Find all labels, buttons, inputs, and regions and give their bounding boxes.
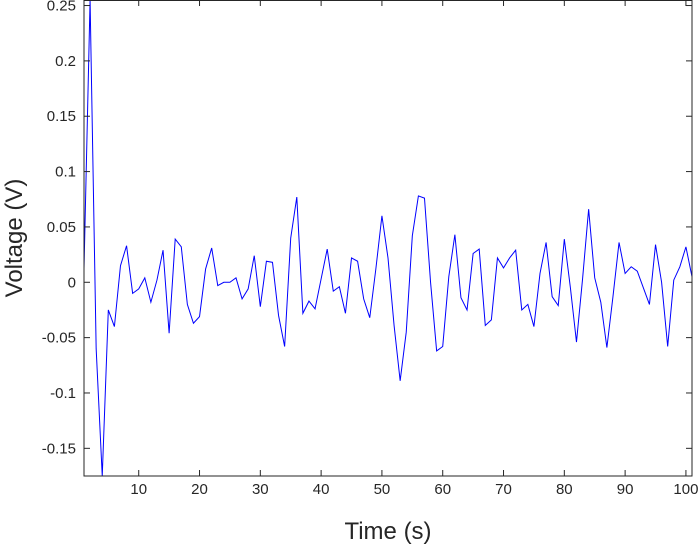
plot-area — [84, 0, 692, 476]
x-tick-label: 60 — [434, 481, 451, 498]
x-tick-label: 10 — [130, 481, 147, 498]
y-tick-label: 0.25 — [47, 0, 76, 15]
y-tick-label: 0.2 — [55, 53, 76, 70]
axes-box — [83, 0, 693, 477]
y-tick-label: -0.05 — [42, 330, 76, 347]
x-tick-label: 100 — [673, 481, 698, 498]
y-tick-label: -0.1 — [50, 385, 76, 402]
series-line-1 — [83, 0, 693, 477]
axes: 10 20 30 40 50 60 70 80 90 100 -0.15 -0.1 -0.05 0 0.05… — [42, 0, 698, 498]
y-tick-label: 0.1 — [55, 164, 76, 181]
x-tick-label: 50 — [374, 481, 391, 498]
x-axis-title: Time (s) — [344, 518, 431, 544]
x-tick-label: 20 — [191, 481, 208, 498]
series-layer — [83, 0, 693, 477]
y-tick-label: 0 — [68, 274, 76, 291]
x-tick-label: 80 — [556, 481, 573, 498]
y-tick-label: -0.15 — [42, 440, 76, 457]
x-tick-label: 90 — [617, 481, 634, 498]
x-tick-label: 40 — [313, 481, 330, 498]
y-tick-label: 0.15 — [47, 108, 76, 125]
y-axis-title: Voltage (V) — [1, 179, 28, 298]
y-tick-label: 0.05 — [47, 219, 76, 236]
x-tick-label: 70 — [495, 481, 512, 498]
x-tick-label: 30 — [252, 481, 269, 498]
